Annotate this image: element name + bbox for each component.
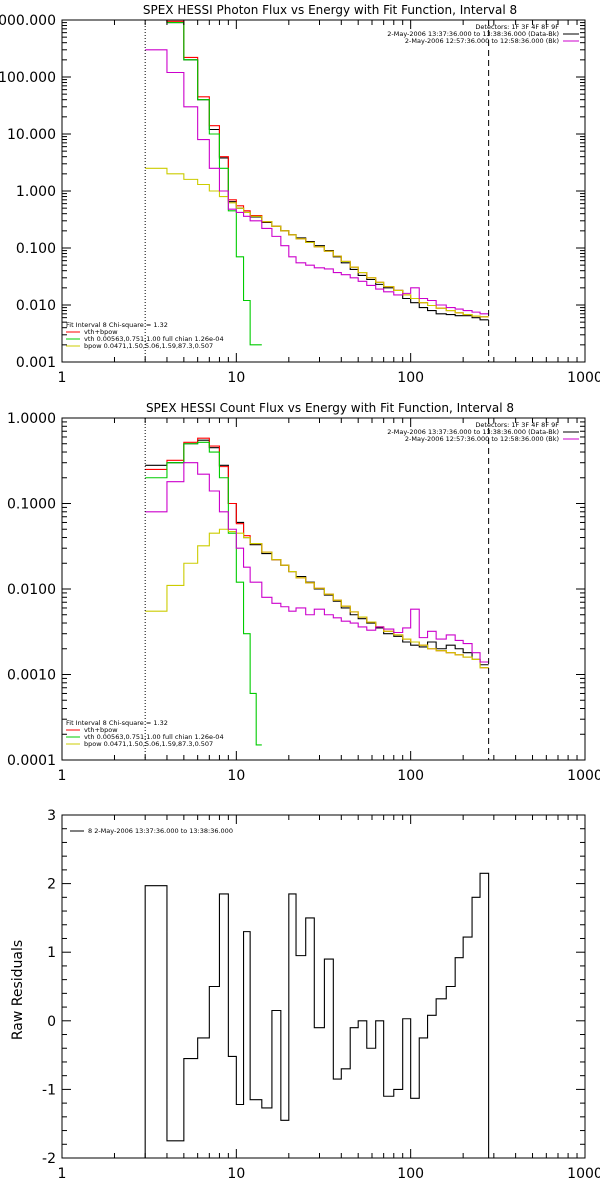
y-tick-label: -2 [42,1151,56,1167]
count-flux-title: SPEX HESSI Count Flux vs Energy with Fit… [146,401,514,415]
legend-label: 8 2-May-2006 13:37:36.000 to 13:38:36.00… [88,827,233,835]
y-tick-label: 1.000 [16,184,56,200]
x-axis: 1 10 100 1000 [58,20,600,386]
legend-label: Detectors: 1F 3F 4F 8F 9F [475,23,559,31]
legend-label: Detectors: 1F 3F 4F 8F 9F [475,421,559,429]
x-tick-label: 10 [227,370,245,386]
x-tick-label: 1 [58,768,67,784]
x-tick-label: 10 [227,768,245,784]
x-axis: 1 10 100 1000 [58,418,600,784]
series-line [145,437,489,669]
x-tick-label: 100 [397,1166,424,1182]
series-line [145,20,262,346]
series-vth-bpow [145,20,489,318]
y-tick-label: 0.0100 [7,582,56,598]
y-axis: 0.001 0.010 0.100 1.000 10.000 100.000 1000.00… [0,13,585,371]
legend-label: vth+bpow [84,726,118,734]
series-line [145,462,489,663]
legend: 8 2-May-2006 13:37:36.000 to 13:38:36.00… [70,827,233,835]
legend: Fit Interval 8 Chi-square = 1.32vth+bpow… [66,719,224,748]
y-tick-label: 100.000 [0,70,56,86]
legend: Fit Interval 8 Chi-square = 1.32vth+bpow… [66,321,224,350]
x-axis: 1 10 100 1000 [58,815,600,1182]
legend-label: 2-May-2006 13:37:36.000 to 13:38:36.000 … [387,428,559,436]
axes-frame [61,814,586,1159]
series-data-bk [145,20,489,321]
y-tick-label: -1 [42,1082,56,1098]
residuals-panel: Raw Residuals 1 10 100 1000 -2 -1 0 1 2 3 8 2-May-… [10,808,600,1182]
residuals-ylabel: Raw Residuals [10,940,26,1040]
series-bk [145,49,489,315]
x-tick-label: 1000 [567,370,600,386]
y-tick-label: 0.1000 [7,497,56,513]
series-bpow [145,528,489,669]
y-tick-label: 1.0000 [7,411,56,427]
series-data-bk [145,439,489,666]
legend-label: Fit Interval 8 Chi-square = 1.32 [66,719,168,727]
legend-label: vth 0.00563,0.751,1.00 full chian 1.26e-… [84,733,224,741]
legend-label: Fit Interval 8 Chi-square = 1.32 [66,321,168,329]
series-bpow [145,167,489,318]
series-line [145,49,489,315]
y-tick-label: 10.000 [7,127,56,143]
x-tick-label: 10 [227,1166,245,1182]
y-tick-label: 1 [47,945,56,961]
series-line [145,528,489,669]
y-tick-label: 0.010 [16,298,56,314]
legend-label: 2-May-2006 12:57:36.000 to 12:58:36.000 … [405,435,559,443]
y-tick-label: 3 [47,808,56,824]
y-tick-label: 0.100 [16,241,56,257]
count-flux-panel: SPEX HESSI Count Flux vs Energy with Fit… [7,401,600,784]
y-tick-label: 0.0001 [7,753,56,769]
x-tick-label: 1 [58,1166,67,1182]
plot-area [145,437,489,746]
legend-label: 2-May-2006 13:37:36.000 to 13:38:36.000 … [387,30,559,38]
y-tick-label: 0.001 [16,355,56,371]
legend-label: vth+bpow [84,328,118,336]
series-line [145,439,489,666]
series-line [145,441,262,746]
series-vth [145,441,262,746]
x-tick-label: 100 [397,768,424,784]
photon-flux-panel: SPEX HESSI Photon Flux vs Energy with Fi… [0,3,600,386]
y-tick-label: 0.0010 [7,668,56,684]
legend: Detectors: 1F 3F 4F 8F 9F2-May-2006 13:3… [387,421,579,443]
legend-label: bpow 0.0471,1.50,5.06,1.59,87.3,0.507 [84,342,213,350]
series-residuals [144,872,490,1158]
y-axis: -2 -1 0 1 2 3 [42,808,585,1167]
series-line [145,20,489,321]
plot-area [145,20,489,346]
y-axis: 0.0001 0.0010 0.0100 0.1000 1.0000 [7,411,585,769]
legend: Detectors: 1F 3F 4F 8F 9F2-May-2006 13:3… [387,23,579,45]
series-vth-bpow [145,437,489,669]
x-tick-label: 1000 [567,1166,600,1182]
series-line [144,872,490,1158]
series-bk [145,462,489,663]
axes-frame [61,19,586,363]
y-tick-label: 1000.000 [0,13,56,29]
legend-label: 2-May-2006 12:57:36.000 to 12:58:36.000 … [405,37,559,45]
x-tick-label: 1 [58,370,67,386]
series-line [145,20,489,318]
y-tick-label: 0 [47,1014,56,1030]
legend-label: bpow 0.0471,1.50,5.06,1.59,87.3,0.507 [84,740,213,748]
legend-label: vth 0.00563,0.751,1.00 full chian 1.26e-… [84,335,224,343]
photon-flux-title: SPEX HESSI Photon Flux vs Energy with Fi… [143,3,517,17]
x-tick-label: 100 [397,370,424,386]
series-line [145,167,489,318]
y-tick-label: 2 [47,877,56,893]
plot-area [144,872,490,1158]
series-vth [145,20,262,346]
x-tick-label: 1000 [567,768,600,784]
